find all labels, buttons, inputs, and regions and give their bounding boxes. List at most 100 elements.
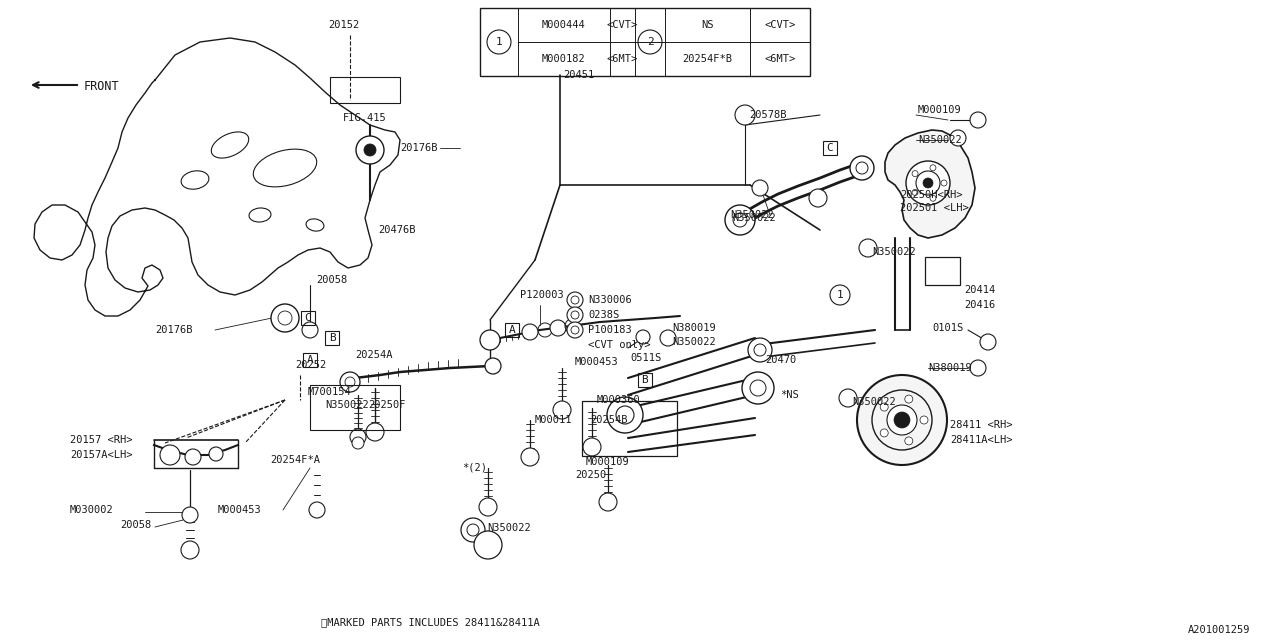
- Text: N350022: N350022: [672, 337, 716, 347]
- Circle shape: [980, 334, 996, 350]
- Circle shape: [913, 171, 918, 177]
- Text: 20254A: 20254A: [355, 350, 393, 360]
- Bar: [506, 323, 518, 337]
- Text: FRONT: FRONT: [84, 81, 119, 93]
- Text: <CVT>: <CVT>: [764, 20, 796, 30]
- Text: 20152: 20152: [328, 20, 360, 30]
- Circle shape: [485, 358, 500, 374]
- Text: 1: 1: [495, 37, 502, 47]
- Text: M000453: M000453: [218, 505, 261, 515]
- Text: M000360: M000360: [596, 395, 641, 405]
- Text: M000453: M000453: [575, 357, 618, 367]
- Circle shape: [599, 493, 617, 511]
- Text: 28411 <RH>: 28411 <RH>: [950, 420, 1012, 430]
- Circle shape: [550, 320, 566, 336]
- Text: 20414: 20414: [964, 285, 996, 295]
- Circle shape: [931, 164, 936, 171]
- Text: 0511S: 0511S: [630, 353, 662, 363]
- Text: NS: NS: [701, 20, 714, 30]
- Text: 20470: 20470: [765, 355, 796, 365]
- Circle shape: [366, 423, 384, 441]
- Circle shape: [636, 330, 650, 344]
- Text: N380019: N380019: [928, 363, 972, 373]
- Text: N350022: N350022: [486, 523, 531, 533]
- Text: 20157A<LH>: 20157A<LH>: [70, 450, 133, 460]
- Text: 28411A<LH>: 28411A<LH>: [950, 435, 1012, 445]
- Text: N350022: N350022: [872, 247, 915, 257]
- Text: 20254F*B: 20254F*B: [682, 54, 732, 64]
- Circle shape: [838, 389, 858, 407]
- Circle shape: [479, 498, 497, 516]
- Circle shape: [160, 445, 180, 465]
- Text: 20250H<RH>: 20250H<RH>: [900, 190, 963, 200]
- Circle shape: [660, 330, 676, 346]
- Text: M000109: M000109: [586, 457, 630, 467]
- Circle shape: [905, 437, 913, 445]
- Circle shape: [905, 395, 913, 403]
- Text: C: C: [827, 143, 833, 153]
- Bar: [330, 77, 399, 103]
- Circle shape: [859, 239, 877, 257]
- Text: A: A: [508, 325, 516, 335]
- Circle shape: [748, 338, 772, 362]
- Bar: [582, 401, 677, 456]
- Circle shape: [893, 412, 910, 428]
- Circle shape: [567, 322, 582, 338]
- Circle shape: [881, 429, 888, 437]
- Circle shape: [724, 205, 755, 235]
- Text: M030002: M030002: [70, 505, 114, 515]
- Circle shape: [582, 438, 602, 456]
- Text: 20058: 20058: [120, 520, 151, 530]
- Text: 1: 1: [837, 290, 844, 300]
- Circle shape: [970, 360, 986, 376]
- Text: N350022: N350022: [852, 397, 896, 407]
- Text: 20578B: 20578B: [749, 110, 786, 120]
- Circle shape: [480, 330, 500, 350]
- Circle shape: [553, 401, 571, 419]
- Text: <CVT>: <CVT>: [607, 20, 639, 30]
- Text: 2: 2: [646, 37, 653, 47]
- Text: B: B: [641, 375, 649, 385]
- Text: M000109: M000109: [918, 105, 961, 115]
- Circle shape: [567, 307, 582, 323]
- Circle shape: [607, 397, 643, 433]
- Text: P120003: P120003: [520, 290, 563, 300]
- Circle shape: [522, 324, 538, 340]
- Text: N350022: N350022: [325, 400, 369, 410]
- Polygon shape: [884, 130, 975, 238]
- Text: M000182: M000182: [543, 54, 586, 64]
- Circle shape: [913, 189, 918, 195]
- Circle shape: [364, 144, 376, 156]
- Bar: [301, 311, 315, 325]
- Circle shape: [809, 189, 827, 207]
- Circle shape: [461, 518, 485, 542]
- Circle shape: [340, 372, 360, 392]
- Bar: [637, 373, 652, 387]
- Bar: [925, 257, 960, 285]
- Text: 20254B: 20254B: [590, 415, 627, 425]
- Text: *(2): *(2): [462, 463, 486, 473]
- Text: <6MT>: <6MT>: [764, 54, 796, 64]
- Text: <6MT>: <6MT>: [607, 54, 639, 64]
- Circle shape: [180, 541, 198, 559]
- Circle shape: [182, 507, 198, 523]
- Text: 20176B: 20176B: [399, 143, 438, 153]
- Text: 20451: 20451: [563, 70, 594, 80]
- Text: N350022: N350022: [918, 135, 961, 145]
- Circle shape: [735, 105, 755, 125]
- Text: 20252: 20252: [294, 360, 326, 370]
- Bar: [325, 331, 339, 345]
- Circle shape: [302, 322, 317, 338]
- Circle shape: [850, 156, 874, 180]
- Circle shape: [349, 429, 366, 445]
- Circle shape: [352, 437, 364, 449]
- Text: M700154: M700154: [308, 387, 352, 397]
- Text: FIG.415: FIG.415: [343, 113, 387, 123]
- Circle shape: [906, 161, 950, 205]
- Circle shape: [209, 447, 223, 461]
- Text: 20157 <RH>: 20157 <RH>: [70, 435, 133, 445]
- Circle shape: [753, 180, 768, 196]
- Circle shape: [950, 130, 966, 146]
- Text: N380019: N380019: [672, 323, 716, 333]
- Circle shape: [356, 136, 384, 164]
